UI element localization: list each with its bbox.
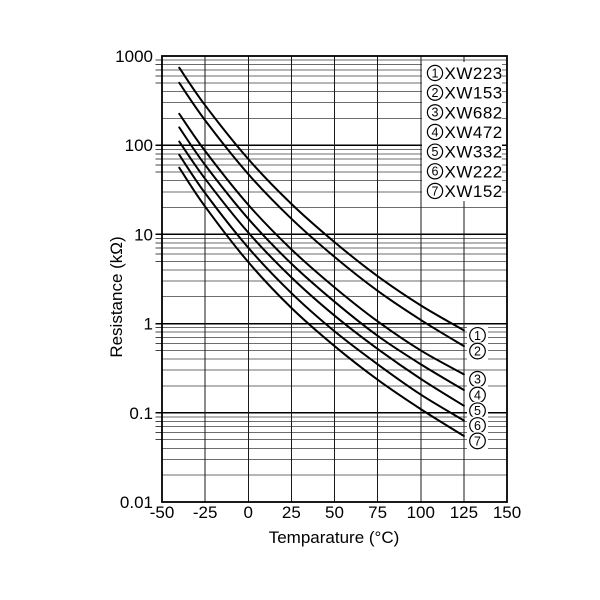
curve-end-label: 4 — [467, 386, 488, 404]
end-label-number: 7 — [474, 434, 481, 448]
curve-end-label: 2 — [467, 342, 488, 360]
end-label-number: 2 — [474, 344, 481, 358]
curve-XW332 — [178, 140, 465, 407]
legend-index-circle — [426, 123, 444, 141]
end-label-number: 5 — [474, 404, 481, 418]
curve-end-labels: 12 34 567 — [467, 326, 488, 450]
legend-row: 1 XW223 — [426, 64, 503, 83]
curve-XW682 — [178, 112, 465, 376]
curve-XW472 — [178, 126, 465, 392]
x-axis-title: Temparature (°C) — [269, 528, 400, 547]
legend-series-label: XW223 — [445, 64, 503, 83]
legend-series-label: XW332 — [445, 143, 503, 162]
legend-series-label: XW153 — [445, 84, 503, 103]
legend-series-label: XW682 — [445, 103, 503, 122]
vertical-gridlines — [204, 56, 465, 502]
x-tick-label: 125 — [450, 503, 478, 522]
y-tick-labels: 1000 100 10 1 0.1 0.01 — [115, 47, 153, 512]
legend-index-number: 6 — [432, 165, 439, 179]
x-tick-label: 50 — [325, 503, 344, 522]
legend-index-circle — [426, 143, 444, 160]
legend-index-number: 5 — [432, 145, 439, 159]
curve-end-label: 5 — [467, 401, 488, 420]
curve-XW222 — [178, 153, 465, 422]
legend-series-label: XW222 — [445, 162, 503, 181]
legend-row: 5 XW332 — [426, 143, 503, 162]
legend-row: 3 XW682 — [426, 103, 503, 122]
end-label-number: 4 — [474, 388, 481, 402]
curve-end-label: 7 — [467, 432, 488, 450]
legend-index-number: 2 — [432, 86, 439, 100]
legend-index-circle — [426, 163, 444, 180]
end-label-number: 3 — [474, 373, 481, 387]
legend-index-circle — [426, 84, 444, 101]
legend-row: 4 XW472 — [426, 123, 503, 142]
curve-end-label: 1 — [467, 326, 488, 345]
x-tick-label: 25 — [282, 503, 301, 522]
y-tick-label: 0.1 — [129, 404, 153, 423]
y-tick-label: 10 — [134, 225, 153, 244]
curve-XW152 — [178, 166, 465, 437]
curve-XW223 — [178, 66, 465, 332]
x-tick-label: -50 — [150, 503, 175, 522]
end-label-number: 6 — [474, 419, 481, 433]
y-axis-tick-marks — [155, 59, 162, 441]
legend-index-number: 1 — [432, 66, 439, 80]
curve-end-label: 6 — [467, 416, 488, 435]
legend-series-label: XW472 — [445, 123, 503, 142]
y-tick-label: 100 — [125, 136, 153, 155]
y-tick-label: 0.01 — [120, 493, 153, 512]
legend-index-number: 4 — [432, 125, 439, 139]
legend-index-number: 3 — [432, 106, 439, 120]
legend: 1 XW223 2 XW153 3 XW682 4 XW472 5 XW332 6 XW222 7 XW1… — [422, 62, 503, 201]
x-tick-label: -25 — [193, 503, 218, 522]
plot-border — [161, 55, 508, 503]
curve-end-label: 3 — [467, 370, 488, 389]
legend-index-circle — [426, 104, 444, 121]
curves — [178, 66, 465, 437]
x-tick-labels: -50 -25 0 25 50 75 100 125 150 — [150, 503, 521, 522]
legend-series-label: XW152 — [445, 182, 503, 201]
y-tick-label: 1 — [144, 315, 153, 334]
end-label-number: 1 — [474, 329, 481, 343]
legend-row: 6 XW222 — [426, 162, 503, 181]
x-tick-label: 100 — [407, 503, 435, 522]
x-tick-label: 0 — [244, 503, 253, 522]
end-label-circle — [469, 342, 486, 360]
curve-XW153 — [178, 81, 465, 348]
legend-row: 2 XW153 — [426, 84, 503, 103]
legend-index-circle — [426, 64, 444, 82]
y-tick-label: 1000 — [115, 47, 153, 66]
x-tick-label: 75 — [368, 503, 387, 522]
y-axis-title: Resistance (kΩ) — [107, 236, 126, 357]
legend-index-number: 7 — [432, 184, 439, 198]
legend-index-circle — [426, 182, 444, 200]
x-tick-label: 150 — [493, 503, 521, 522]
end-label-circle — [469, 432, 486, 450]
legend-row: 7 XW152 — [426, 182, 503, 201]
